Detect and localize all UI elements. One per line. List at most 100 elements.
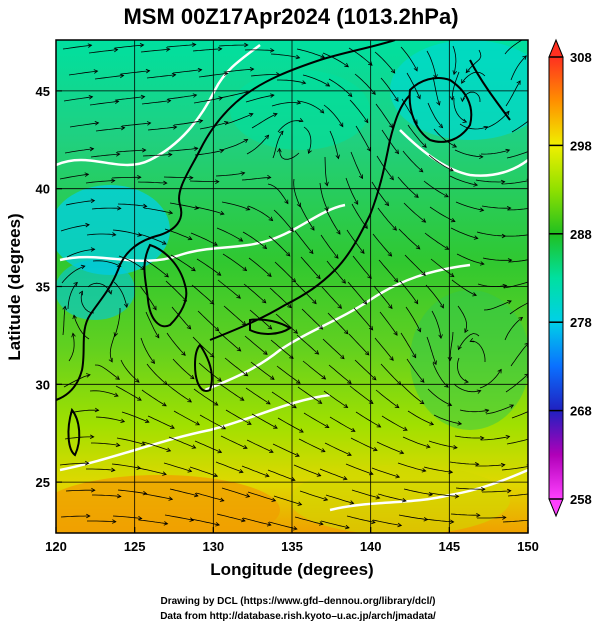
streamline-arrowhead [421,468,427,473]
streamline-arrowhead [94,121,100,126]
streamline-arrowhead [362,300,368,305]
streamline-arrowhead [271,497,277,502]
streamline [215,461,244,473]
streamline [277,120,303,133]
streamline-arrowhead [340,354,345,360]
streamline-arrowhead [296,202,301,208]
streamline-arrowhead [318,521,324,526]
cool-region-north [230,70,370,150]
colorbar-scale [548,56,564,500]
streamline-arrowhead [268,216,274,222]
contour-line [329,468,528,512]
streamline-arrowhead [140,94,146,100]
streamline-arrowhead [85,460,90,466]
streamline-arrowhead [483,126,489,131]
streamline-arrowhead [239,396,245,401]
streamline-arrowhead [448,167,454,172]
streamline [349,385,374,404]
x-tick-label: 135 [281,539,303,554]
streamline [216,513,246,522]
streamline-arrowhead [414,193,419,198]
streamline [138,233,167,245]
streamline-arrowhead [479,207,485,212]
streamline [275,313,298,334]
streamline-arrowhead [507,300,512,305]
streamline [114,308,121,337]
cyclone-region [410,290,528,430]
streamline-arrowhead [289,227,294,233]
streamline [60,515,90,518]
streamline [296,48,325,58]
streamline-arrowhead [142,203,148,209]
streamline [225,113,254,125]
coastline-sakhalin [469,59,511,121]
streamline [163,176,193,179]
streamline-arrowhead [301,80,307,85]
streamline-arrowhead [473,235,479,240]
streamline [322,338,345,359]
streamline [268,235,291,257]
streamline-arrowhead [198,119,204,124]
streamline [171,306,192,330]
streamline-arrowhead [213,473,219,478]
streamline [299,490,328,501]
streamline-arrowhead [113,47,119,53]
streamline-arrowhead [397,522,403,528]
streamline-arrowhead [448,469,454,475]
colorbar-tick-label: 258 [570,492,592,507]
credit-data-source: Data from http://database.rish.kyoto–u.a… [160,611,436,622]
streamline-arrowhead [314,350,320,355]
streamline-arrowhead [291,278,297,283]
streamline-arrowhead [163,180,168,186]
streamline-arrowhead [465,68,471,74]
streamline-arrowhead [344,62,349,68]
streamline [371,181,389,206]
streamline-arrowhead [316,274,321,280]
streamline-arrowhead [475,462,480,467]
streamline-arrowhead [265,400,271,405]
streamline [146,363,168,385]
streamline [69,122,99,128]
streamline-arrowhead [318,325,324,330]
streamline-arrowhead [166,98,172,104]
streamline-arrowhead [141,441,146,446]
streamline [407,410,434,425]
streamline [169,202,199,209]
streamline-arrowhead [296,100,302,105]
streamline-arrowhead [439,303,444,309]
streamline [245,387,271,405]
streamline-arrowhead [454,493,460,499]
streamline-arrowhead [432,360,437,366]
streamline [294,516,323,525]
streamline [137,467,167,475]
streamline [189,180,219,182]
streamline-arrowhead [297,501,303,506]
streamline [216,227,243,242]
streamline [352,255,372,279]
y-tick-label: 45 [36,84,50,99]
streamline [482,257,512,261]
streamline-arrowhead [189,175,194,180]
streamline [470,340,486,362]
colorbar-min-arrow [548,498,564,518]
streamline-arrowhead [161,240,167,245]
streamline-arrowhead [497,368,502,374]
streamline [117,203,147,207]
streamline [323,104,344,127]
streamline [375,103,393,128]
streamline-arrowhead [447,356,453,362]
streamline [381,415,408,431]
streamline [371,467,400,478]
streamline-arrowhead [117,205,122,211]
streamline [138,519,168,525]
streamline [195,492,224,502]
streamline [319,182,329,211]
streamline [250,74,280,77]
streamline-arrowhead [152,305,157,311]
streamline [144,259,169,278]
streamline [276,365,301,384]
streamline-arrowhead [447,402,453,407]
streamline [115,96,145,101]
streamline-arrowhead [163,521,169,526]
streamline [433,414,462,425]
